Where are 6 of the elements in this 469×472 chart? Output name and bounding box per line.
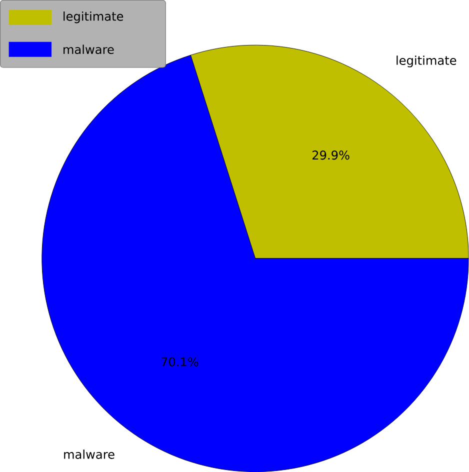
- legend-label: malware: [64, 44, 114, 54]
- slice-label: legitimate: [396, 56, 456, 68]
- slice-label: malware: [64, 450, 114, 459]
- data-label: 70.1%: [162, 357, 198, 366]
- data-label: 29.9%: [312, 150, 350, 160]
- legend-label: legitimate: [64, 11, 124, 24]
